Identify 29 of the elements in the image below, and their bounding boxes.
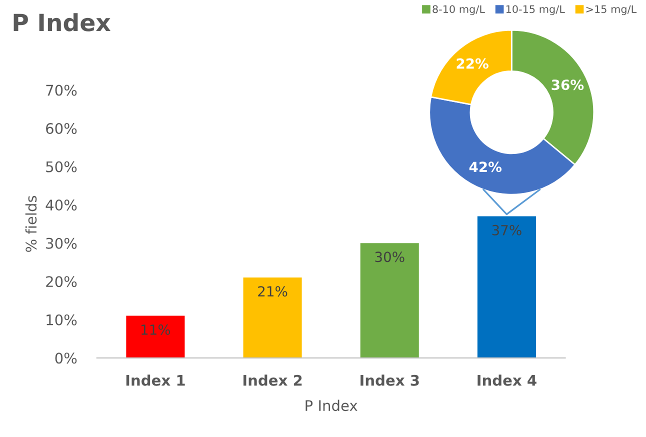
y-tick-label: 0% bbox=[55, 352, 77, 364]
data-label: 22% bbox=[456, 58, 488, 69]
data-label: 30% bbox=[375, 252, 404, 262]
x-tick-label: Index 3 bbox=[360, 374, 419, 386]
legend-label: 8-10 mg/L bbox=[432, 5, 485, 16]
y-tick-label: 10% bbox=[46, 314, 77, 326]
y-axis-title: % fields bbox=[25, 196, 37, 252]
bar bbox=[243, 278, 302, 358]
x-tick-label: Index 4 bbox=[478, 374, 536, 386]
x-tick-label: Index 1 bbox=[126, 374, 185, 386]
x-axis-title: P Index bbox=[306, 400, 358, 412]
y-tick-label: 70% bbox=[46, 84, 77, 96]
data-label: 11% bbox=[142, 324, 170, 335]
bar bbox=[360, 243, 419, 358]
bar bbox=[477, 216, 536, 358]
data-label: 21% bbox=[258, 286, 288, 297]
legend-label: 10-15 mg/L bbox=[506, 5, 565, 16]
bar bbox=[126, 316, 185, 358]
y-tick-label: 50% bbox=[46, 161, 77, 172]
data-label: 36% bbox=[552, 80, 584, 90]
chart-title: P Index bbox=[14, 13, 111, 32]
legend-label: >15 mg/L bbox=[586, 5, 637, 16]
x-tick-label: Index 2 bbox=[243, 374, 302, 386]
y-tick-label: 20% bbox=[46, 276, 77, 288]
y-tick-label: 60% bbox=[46, 123, 77, 134]
y-tick-label: 40% bbox=[46, 200, 77, 211]
data-label: 42% bbox=[469, 162, 502, 172]
y-tick-label: 30% bbox=[46, 238, 77, 249]
data-label: 37% bbox=[492, 224, 522, 236]
